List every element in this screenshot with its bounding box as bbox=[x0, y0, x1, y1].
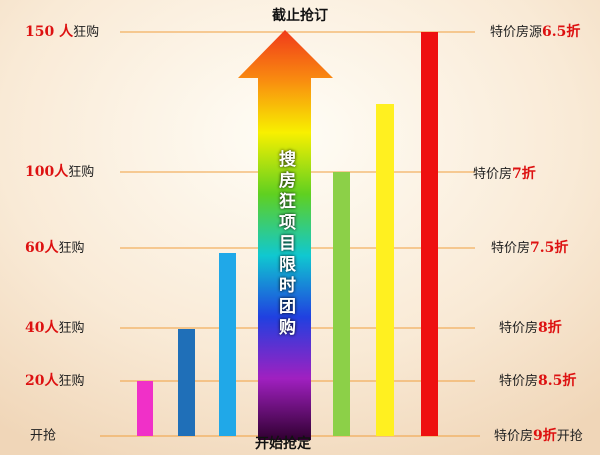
left-label: 150 人狂购 bbox=[25, 23, 99, 40]
bar bbox=[137, 381, 153, 436]
left-label: 开抢 bbox=[30, 428, 56, 444]
bar bbox=[333, 172, 350, 436]
left-label: 60人狂购 bbox=[25, 239, 85, 256]
right-label: 特价房7折 bbox=[473, 165, 536, 182]
bar bbox=[219, 253, 236, 436]
left-label: 20人狂购 bbox=[25, 372, 85, 389]
bottom-label: 开始抢定 bbox=[255, 435, 311, 452]
right-label: 特价房源6.5折 bbox=[490, 23, 580, 40]
left-label: 100人狂购 bbox=[25, 163, 94, 180]
left-label: 40人狂购 bbox=[25, 319, 85, 336]
bar bbox=[376, 104, 394, 436]
arrow bbox=[238, 30, 333, 440]
right-label: 特价房8折 bbox=[499, 319, 562, 336]
right-label: 特价房7.5折 bbox=[491, 239, 568, 256]
banner-text: 搜房狂项目限时团购 bbox=[275, 150, 295, 339]
bar bbox=[178, 329, 195, 436]
right-label: 特价房9折开抢 bbox=[494, 427, 583, 444]
right-label: 特价房8.5折 bbox=[499, 372, 576, 389]
bar bbox=[421, 32, 438, 436]
top-label: 截止抢订 bbox=[272, 7, 328, 24]
